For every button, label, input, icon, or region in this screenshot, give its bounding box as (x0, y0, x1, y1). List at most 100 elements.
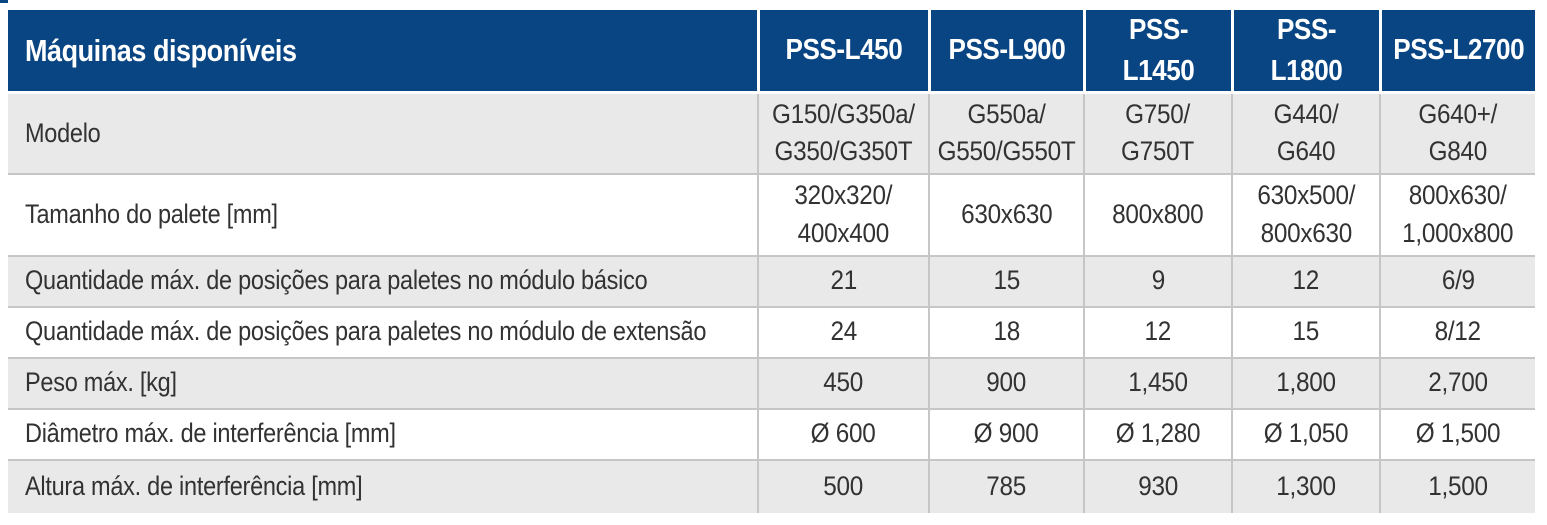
cell-value: 1,300 (1231, 458, 1380, 513)
table-row-tamanho-palete: Tamanho do palete [mm] 320x320/ 400x400 … (8, 172, 1535, 256)
row-label-text: Quantidade máx. de posições para paletes… (25, 265, 648, 296)
cell-value-text: 18 (993, 316, 1020, 347)
table-row-altura-max-interferencia: Altura máx. de interferência [mm] 500 78… (8, 458, 1535, 513)
cell-value-text: G550a/ G550/G550T (937, 98, 1076, 167)
row-label: Peso máx. [kg] (8, 356, 758, 409)
column-header-pss-l900: PSS-L900 (927, 10, 1084, 93)
cell-value: Ø 1,050 (1231, 407, 1380, 460)
cell-value-text: 21 (830, 265, 857, 296)
cell-value: Ø 900 (928, 407, 1084, 460)
cell-value-text: G150/G350a/ G350/G350T (772, 98, 915, 167)
row-label: Quantidade máx. de posições para paletes… (8, 254, 758, 307)
cell-value-text: G750/ G750T (1121, 98, 1195, 167)
cell-value-text: 9 (1151, 265, 1165, 296)
table-row-diametro-max-interferencia: Diâmetro máx. de interferência [mm] Ø 60… (8, 407, 1535, 460)
cell-value: 15 (928, 254, 1084, 307)
cell-value-text: Ø 900 (974, 418, 1039, 449)
header-row: Máquinas disponíveis PSS-L450 PSS-L900 P… (8, 10, 1535, 93)
cell-value-text: G640+/ G840 (1418, 98, 1498, 167)
column-header-pss-l1450: PSS-L1450 (1082, 10, 1232, 93)
cell-value: 500 (757, 458, 929, 513)
row-label: Quantidade máx. de posições para paletes… (8, 305, 758, 358)
cell-value-text: Ø 600 (811, 418, 876, 449)
cell-value-text: 15 (993, 265, 1020, 296)
cell-value-text: 630x500/ 800x630 (1257, 179, 1355, 248)
cell-value-text: 800x800 (1112, 198, 1204, 229)
cell-value-text: 630x630 (960, 198, 1053, 229)
cell-value: 6/9 (1379, 254, 1535, 307)
cell-value: 1,500 (1379, 458, 1535, 513)
column-header-label: PSS-L900 (948, 34, 1065, 67)
cell-value-text: 8/12 (1434, 316, 1482, 347)
cell-value: 800x630/ 1,000x800 (1379, 172, 1535, 256)
cell-value: Ø 1,280 (1083, 407, 1232, 460)
cell-value: 450 (757, 356, 929, 409)
cell-value: G550a/ G550/G550T (928, 91, 1084, 174)
cell-value: 800x800 (1083, 172, 1232, 256)
cell-value: G640+/ G840 (1379, 91, 1535, 174)
cell-value: Ø 600 (757, 407, 929, 460)
cell-value: 630x500/ 800x630 (1231, 172, 1380, 256)
cell-value-text: 24 (830, 316, 857, 347)
cell-value: 15 (1231, 305, 1380, 358)
specs-table: Máquinas disponíveis PSS-L450 PSS-L900 P… (8, 10, 1535, 513)
cell-value-text: 1,500 (1428, 470, 1488, 501)
cell-value: G750/ G750T (1083, 91, 1232, 174)
column-header-label: PSS-L1450 (1122, 14, 1194, 87)
row-label: Modelo (8, 91, 758, 174)
cell-value-text: 15 (1292, 316, 1320, 347)
row-label-text: Tamanho do palete [mm] (25, 198, 278, 229)
cell-value-text: 785 (986, 470, 1027, 501)
cell-value: 12 (1231, 254, 1380, 307)
cell-value-text: G440/ G640 (1273, 98, 1339, 167)
column-header-pss-l1800: PSS-L1800 (1230, 10, 1380, 93)
column-header-label: PSS-L2700 (1392, 34, 1524, 67)
cell-value: 900 (928, 356, 1084, 409)
cell-value-text: 320x320/ 400x400 (794, 179, 893, 248)
row-label-text: Peso máx. [kg] (25, 367, 177, 398)
cell-value: 630x630 (928, 172, 1084, 256)
cell-value-text: 6/9 (1441, 265, 1475, 296)
cell-value: Ø 1,500 (1379, 407, 1535, 460)
cell-value-text: 450 (823, 367, 864, 398)
column-header-pss-l2700: PSS-L2700 (1378, 10, 1535, 93)
cell-value: 785 (928, 458, 1084, 513)
cell-value-text: Ø 1,050 (1263, 418, 1349, 449)
cell-value-text: 800x630/ 1,000x800 (1402, 179, 1514, 248)
cell-value: 1,450 (1083, 356, 1232, 409)
cell-value-text: 12 (1144, 316, 1172, 347)
cell-value-text: 500 (823, 470, 864, 501)
row-label-text: Altura máx. de interferência [mm] (25, 470, 363, 501)
cell-value-text: 12 (1292, 265, 1320, 296)
cell-value-text: 1,300 (1276, 470, 1336, 501)
cell-value: 320x320/ 400x400 (757, 172, 929, 256)
cell-value-text: 930 (1138, 470, 1178, 501)
row-label: Diâmetro máx. de interferência [mm] (8, 407, 758, 460)
cell-value-text: 2,700 (1428, 367, 1488, 398)
row-label-text: Diâmetro máx. de interferência [mm] (25, 418, 396, 449)
table-row-posicoes-modulo-basico: Quantidade máx. de posições para paletes… (8, 254, 1535, 307)
cell-value-text: 1,800 (1276, 367, 1336, 398)
cell-value: 24 (757, 305, 929, 358)
cell-value: 21 (757, 254, 929, 307)
cell-value: G150/G350a/ G350/G350T (757, 91, 929, 174)
table-title: Máquinas disponíveis (8, 10, 758, 93)
cell-value: 12 (1083, 305, 1232, 358)
table-row-posicoes-modulo-extensao: Quantidade máx. de posições para paletes… (8, 305, 1535, 358)
table-row-peso-max: Peso máx. [kg] 450 900 1,450 1,800 2,700 (8, 356, 1535, 409)
machine-spec-table-container: Máquinas disponíveis PSS-L450 PSS-L900 P… (8, 10, 1535, 513)
cell-value: 9 (1083, 254, 1232, 307)
cell-value: 8/12 (1379, 305, 1535, 358)
cell-value-text: 900 (986, 367, 1027, 398)
cell-value: 1,800 (1231, 356, 1380, 409)
column-header-pss-l450: PSS-L450 (756, 10, 929, 93)
cell-value-text: Ø 1,500 (1415, 418, 1501, 449)
row-label-text: Modelo (25, 117, 101, 148)
row-label: Tamanho do palete [mm] (8, 172, 758, 256)
cell-value-text: Ø 1,280 (1115, 418, 1201, 449)
cell-value-text: 1,450 (1128, 367, 1188, 398)
table-title-text: Máquinas disponíveis (25, 32, 297, 68)
cell-value: 930 (1083, 458, 1232, 513)
column-header-label: PSS-L1800 (1270, 14, 1342, 87)
row-label: Altura máx. de interferência [mm] (8, 458, 758, 513)
